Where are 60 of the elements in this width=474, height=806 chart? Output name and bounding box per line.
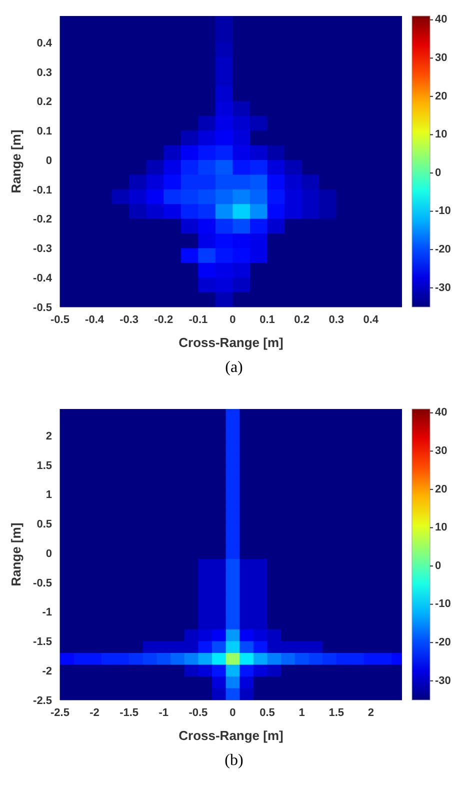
color-bar-label: -30 <box>435 674 451 687</box>
y-tick-label: 2 <box>46 430 52 442</box>
x-axis-title: Cross-Range [m] <box>178 335 284 350</box>
x-tick-label: -1 <box>158 706 169 719</box>
x-tick-label: 0.3 <box>328 314 344 326</box>
y-tick-label: 0 <box>46 548 52 560</box>
x-tick-label: 0 <box>230 314 236 326</box>
y-tick-label: -0.1 <box>33 184 52 196</box>
y-tick-label: -0.2 <box>33 214 52 226</box>
color-bar-label: 30 <box>435 445 448 458</box>
y-axis-title: Range [m] <box>8 130 24 194</box>
y-tick-label: 0.2 <box>36 96 52 108</box>
color-bar-label: 30 <box>435 52 448 64</box>
y-tick-label: -0.5 <box>33 302 52 314</box>
color-bar-label: 40 <box>435 14 448 26</box>
color-bar-label: 10 <box>435 522 448 534</box>
x-tick-label: 2 <box>368 706 374 719</box>
x-tick-label: 0 <box>230 706 236 719</box>
color-bar-label: 0 <box>435 560 442 572</box>
y-tick-label: 0.5 <box>36 518 52 531</box>
color-bar-label: 40 <box>435 406 448 419</box>
x-tick-label: 0.1 <box>260 314 275 326</box>
y-tick-label: -0.3 <box>33 243 52 256</box>
y-tick-label: 1.5 <box>36 460 52 472</box>
y-tick-label: -2 <box>42 666 52 678</box>
x-tick-label: -2 <box>90 706 100 719</box>
x-tick-label: -0.4 <box>85 314 105 326</box>
y-tick-label: -2.5 <box>33 694 52 707</box>
x-tick-label: 0.2 <box>294 314 310 326</box>
y-tick-label: -1.5 <box>33 636 52 648</box>
color-bar-label: -30 <box>435 282 451 294</box>
x-axis-title: Cross-Range [m] <box>178 728 284 743</box>
color-bar-label: 20 <box>435 90 448 102</box>
color-bar-label: 0 <box>435 166 442 179</box>
color-bar-label: -10 <box>435 598 451 610</box>
color-bar-label: 20 <box>435 483 448 496</box>
color-bar-label: -10 <box>435 205 451 218</box>
x-tick-label: -1.5 <box>120 706 139 719</box>
x-tick-label: 0.4 <box>363 314 380 326</box>
y-tick-label: 0.3 <box>36 66 52 79</box>
x-tick-label: -0.2 <box>154 314 174 326</box>
x-tick-label: 1.5 <box>328 706 344 719</box>
x-tick-label: -0.1 <box>188 314 208 326</box>
x-tick-label: 1 <box>298 706 305 719</box>
text: (a) <box>224 359 244 377</box>
color-bar-label: 10 <box>435 128 448 141</box>
y-tick-label: 0.4 <box>36 37 53 50</box>
y-axis-title: Range [m] <box>8 522 24 586</box>
x-tick-label: -0.3 <box>120 314 139 326</box>
x-tick-label: -0.5 <box>188 706 208 719</box>
y-tick-label: -0.5 <box>33 577 52 590</box>
x-tick-label: 0.5 <box>260 706 275 719</box>
y-tick-label: -0.4 <box>33 272 53 285</box>
y-tick-label: 1 <box>46 489 52 502</box>
color-bar-label: -20 <box>435 636 451 648</box>
color-bar-label: -20 <box>435 243 451 256</box>
text: (b) <box>224 752 244 770</box>
y-tick-label: 0.1 <box>36 126 52 138</box>
y-tick-label: -1 <box>42 606 52 619</box>
y-tick-label: 0 <box>46 154 52 167</box>
